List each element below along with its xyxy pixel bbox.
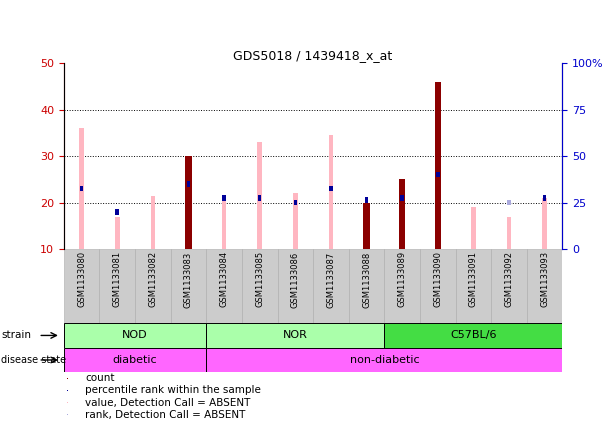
Bar (294, 200, 297, 206)
Bar (329, 186, 333, 192)
Bar (258, 195, 261, 201)
Text: GSM1133093: GSM1133093 (540, 251, 549, 308)
Bar (384, 323, 562, 348)
Text: non-diabetic: non-diabetic (350, 355, 419, 365)
Text: GSM1133080: GSM1133080 (77, 251, 86, 308)
Bar (455, 249, 491, 323)
Bar (542, 198, 547, 249)
Bar (185, 156, 192, 249)
Bar (543, 195, 547, 201)
Bar (399, 179, 406, 249)
Text: GSM1133082: GSM1133082 (148, 251, 157, 308)
Bar (313, 249, 349, 323)
Bar (64, 348, 206, 372)
Text: diabetic: diabetic (112, 355, 157, 365)
Bar (206, 348, 562, 372)
Bar (257, 142, 262, 249)
Bar (435, 82, 441, 249)
Text: GSM1133083: GSM1133083 (184, 251, 193, 308)
Bar (79, 128, 84, 249)
Bar (277, 249, 313, 323)
Text: GSM1133090: GSM1133090 (434, 251, 442, 308)
Bar (206, 249, 242, 323)
Text: GSM1133085: GSM1133085 (255, 251, 264, 308)
Bar (135, 249, 171, 323)
Bar (116, 209, 119, 215)
Text: value, Detection Call = ABSENT: value, Detection Call = ABSENT (85, 398, 250, 408)
Text: GSM1133089: GSM1133089 (398, 251, 407, 308)
Text: disease state: disease state (1, 355, 66, 365)
Bar (187, 181, 190, 187)
Bar (151, 196, 155, 249)
Text: GSM1133086: GSM1133086 (291, 251, 300, 308)
Text: percentile rank within the sample: percentile rank within the sample (85, 385, 261, 396)
Bar (365, 198, 368, 203)
Bar (400, 195, 404, 201)
Bar (293, 193, 298, 249)
Text: GSM1133087: GSM1133087 (326, 251, 336, 308)
Bar (171, 249, 206, 323)
Text: GSM1133092: GSM1133092 (505, 251, 514, 308)
Text: count: count (85, 374, 115, 383)
Bar (491, 249, 527, 323)
Bar (507, 200, 511, 206)
Text: strain: strain (1, 330, 31, 341)
Bar (64, 249, 100, 323)
Text: GSM1133091: GSM1133091 (469, 251, 478, 308)
Title: GDS5018 / 1439418_x_at: GDS5018 / 1439418_x_at (233, 49, 393, 62)
Bar (328, 135, 333, 249)
Bar (64, 323, 206, 348)
Bar (364, 203, 370, 249)
Bar (242, 249, 277, 323)
Text: NOD: NOD (122, 330, 148, 341)
Bar (222, 198, 226, 249)
Bar (223, 195, 226, 201)
Text: NOR: NOR (283, 330, 308, 341)
Bar (506, 217, 511, 249)
Bar (206, 323, 384, 348)
Text: GSM1133088: GSM1133088 (362, 251, 371, 308)
Bar (115, 217, 120, 249)
Text: C57BL/6: C57BL/6 (450, 330, 497, 341)
Bar (436, 172, 440, 178)
Bar (80, 186, 83, 192)
Bar (471, 207, 475, 249)
Text: rank, Detection Call = ABSENT: rank, Detection Call = ABSENT (85, 410, 246, 420)
Bar (420, 249, 455, 323)
Text: GSM1133081: GSM1133081 (112, 251, 122, 308)
Bar (349, 249, 384, 323)
Text: GSM1133084: GSM1133084 (219, 251, 229, 308)
Bar (100, 249, 135, 323)
Bar (527, 249, 562, 323)
Bar (384, 249, 420, 323)
